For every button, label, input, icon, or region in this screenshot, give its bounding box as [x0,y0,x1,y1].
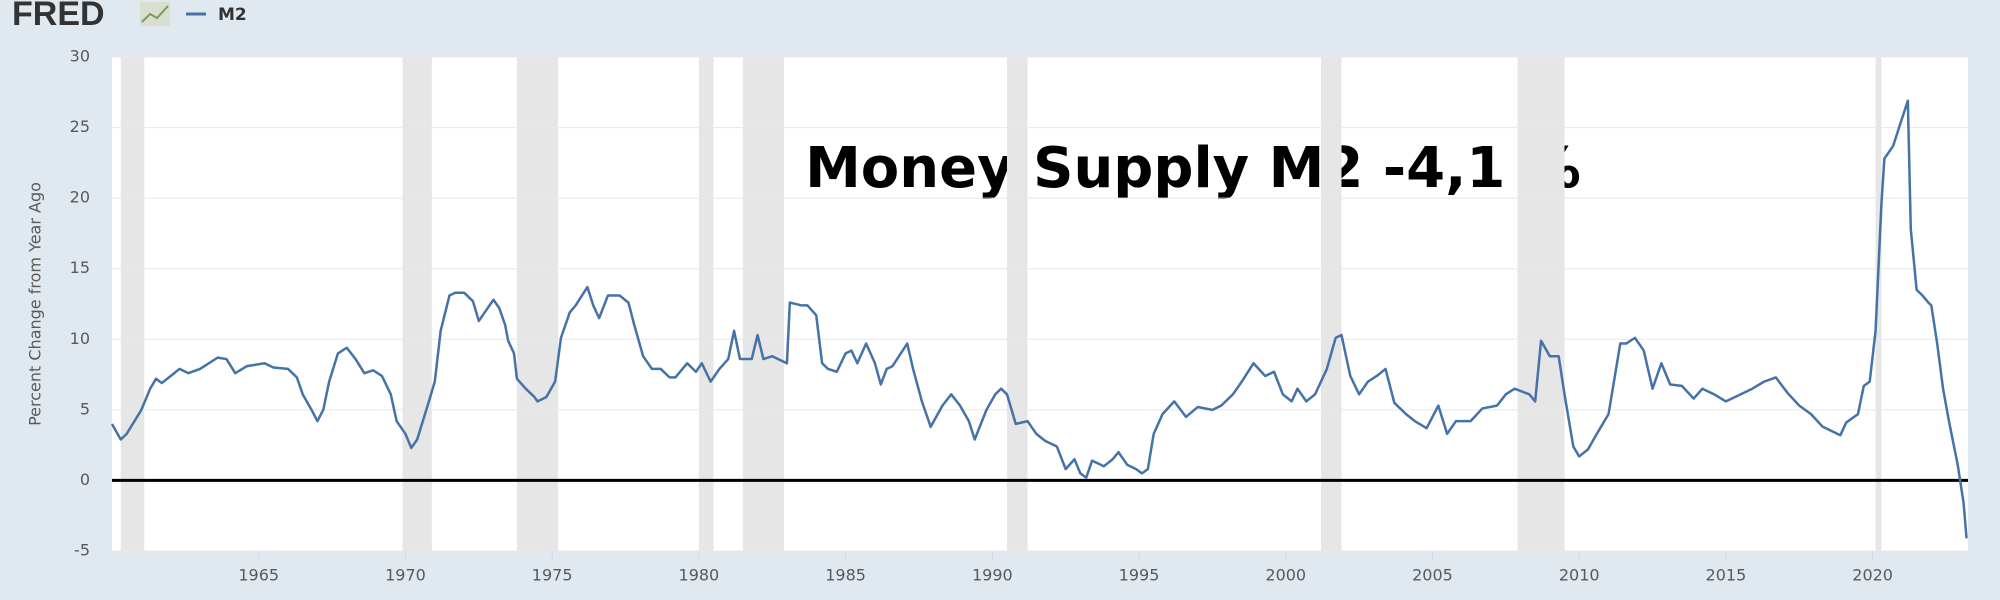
y-tick-label: 15 [70,258,90,277]
y-axis-label: Percent Change from Year Ago [26,182,45,426]
y-tick-label: 10 [70,329,90,348]
x-tick-label: 1990 [972,566,1013,585]
recession-band [120,57,145,551]
recession-band [516,57,559,551]
legend-label: M2 [218,5,247,25]
recession-band [698,57,714,551]
x-tick-label: 1975 [532,566,573,585]
plot-area [112,57,1968,551]
y-tick-label: 30 [70,47,90,66]
x-tick-label: 2010 [1559,566,1600,585]
x-tick-label: 1980 [679,566,720,585]
annotation: Money Supply M2 -4,1 % [805,136,1581,201]
y-tick-label: 0 [80,470,90,489]
logo-icon [140,2,170,26]
recession-band [1517,57,1565,551]
x-tick-label: 2000 [1265,566,1306,585]
x-tick-label: 2005 [1412,566,1453,585]
recession-band [1875,57,1882,551]
series-line [110,99,1968,539]
x-tick-label: 1985 [825,566,866,585]
x-tick-label: 2020 [1852,566,1893,585]
y-tick-label: 20 [70,188,90,207]
logo: FRED [12,0,105,33]
x-tick-label: 1965 [238,566,279,585]
x-tick-label: 1995 [1119,566,1160,585]
x-tick-label: 1970 [385,566,426,585]
y-tick-label: -5 [74,541,90,560]
y-tick-label: 5 [80,399,90,418]
recession-band [1006,57,1028,551]
recession-band [742,57,784,551]
y-tick-label: 25 [70,117,90,136]
x-tick-label: 2015 [1706,566,1747,585]
recession-band [1320,57,1342,551]
recession-band [402,57,432,551]
